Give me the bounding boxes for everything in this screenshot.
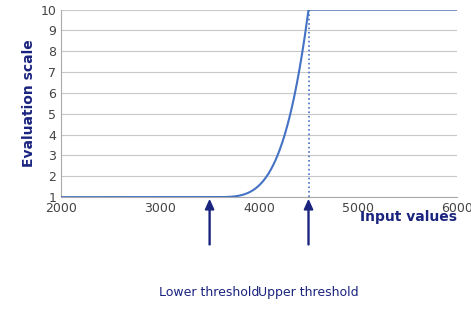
Y-axis label: Evaluation scale: Evaluation scale bbox=[22, 39, 36, 167]
Text: Lower threshold: Lower threshold bbox=[159, 286, 260, 299]
Text: Input values: Input values bbox=[360, 210, 457, 224]
Text: Upper threshold: Upper threshold bbox=[258, 286, 359, 299]
